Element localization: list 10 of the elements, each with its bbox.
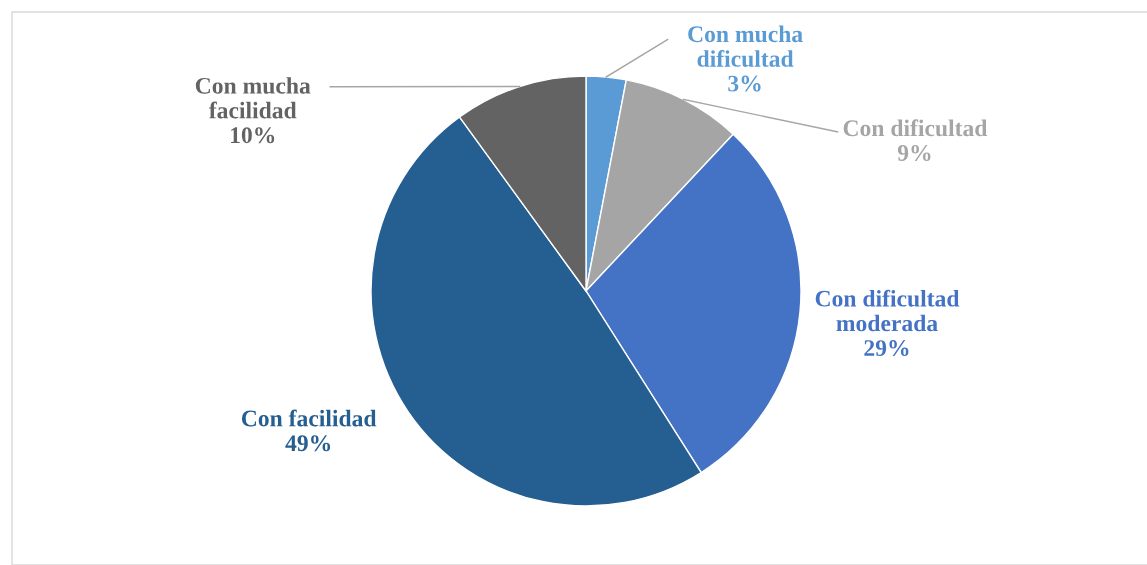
data-label: 10% <box>231 127 275 144</box>
slice-label: Con mucha facilidad <box>195 77 311 119</box>
slice-label: Con mucha dificultad <box>688 25 803 67</box>
data-label: 29% <box>864 340 909 357</box>
slice-label: Con dificultad <box>843 119 988 137</box>
data-label: 3% <box>728 75 761 92</box>
data-label: 9% <box>897 144 931 161</box>
data-label: 49% <box>285 435 331 452</box>
slice-label: Con dificultad moderada <box>815 289 960 332</box>
slice-label: Con facilidad <box>241 409 377 427</box>
